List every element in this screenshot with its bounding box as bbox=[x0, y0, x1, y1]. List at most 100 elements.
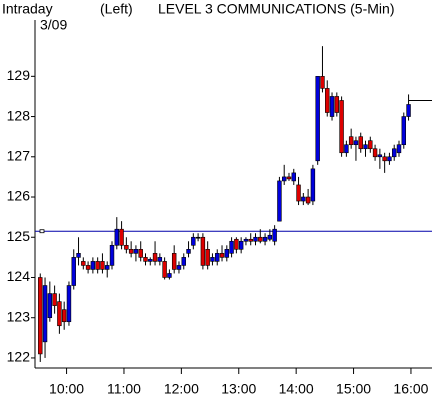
candle-body bbox=[358, 136, 363, 150]
candle-body bbox=[344, 144, 349, 154]
candle-body bbox=[353, 140, 359, 146]
x-tick-label: 10:00 bbox=[49, 381, 84, 397]
candle-body bbox=[143, 257, 148, 262]
reference-marker bbox=[39, 229, 45, 234]
candle-body bbox=[258, 236, 263, 242]
candle-body bbox=[181, 257, 186, 266]
candle-body bbox=[325, 88, 330, 113]
candle-body bbox=[100, 261, 105, 270]
candle-body bbox=[200, 236, 206, 266]
y-tick-label: 125 bbox=[7, 228, 31, 244]
candle-body bbox=[253, 236, 258, 242]
candle-body bbox=[372, 148, 378, 158]
candle-body bbox=[171, 253, 177, 270]
candle-body bbox=[219, 253, 225, 258]
candle-body bbox=[377, 154, 383, 158]
x-tick-label: 13:00 bbox=[221, 381, 256, 397]
candle-body bbox=[138, 249, 143, 258]
x-tick-label: 12:00 bbox=[164, 381, 199, 397]
candle-body bbox=[76, 253, 81, 258]
candle-body bbox=[176, 265, 182, 270]
candle-body bbox=[229, 240, 234, 254]
candle-body bbox=[42, 285, 48, 343]
candle-body bbox=[52, 293, 57, 306]
y-tick-label: 123 bbox=[7, 308, 31, 324]
chart-subtitle: Intraday bbox=[2, 1, 53, 17]
candle-body bbox=[57, 301, 62, 327]
candle-body bbox=[348, 136, 354, 146]
chart-date: 3/09 bbox=[40, 17, 67, 33]
candle-body bbox=[272, 228, 277, 242]
candle-body bbox=[363, 144, 368, 150]
candle-body bbox=[152, 253, 158, 262]
candle-body bbox=[186, 249, 191, 254]
candle-body bbox=[248, 238, 253, 242]
candle-body bbox=[238, 240, 244, 250]
candle-body bbox=[85, 265, 91, 270]
candle-body bbox=[305, 196, 311, 204]
candle-body bbox=[296, 184, 301, 202]
candle-body bbox=[109, 244, 115, 266]
candle-body bbox=[191, 236, 196, 246]
candle-body bbox=[90, 261, 96, 270]
y-tick-label: 126 bbox=[7, 188, 31, 204]
x-tick-label: 14:00 bbox=[279, 381, 314, 397]
candle-body bbox=[133, 249, 139, 254]
candle-body bbox=[329, 96, 335, 117]
candle-body bbox=[205, 249, 210, 266]
candle-body bbox=[387, 156, 392, 162]
candle-body bbox=[339, 100, 344, 154]
candle-body bbox=[310, 168, 316, 202]
candle-body bbox=[396, 144, 402, 154]
candle-body bbox=[38, 277, 43, 355]
candle-body bbox=[262, 236, 268, 242]
candle-body bbox=[195, 236, 201, 239]
candle-body bbox=[61, 309, 67, 323]
candle-body bbox=[281, 176, 287, 182]
candle-body bbox=[368, 140, 373, 150]
candle-body bbox=[157, 257, 163, 262]
candle-body bbox=[320, 76, 325, 89]
candle-body bbox=[148, 259, 153, 262]
candle-body bbox=[224, 249, 230, 258]
candle-body bbox=[277, 180, 282, 222]
candle-body bbox=[267, 234, 273, 240]
candle-body bbox=[243, 238, 249, 242]
candle-body bbox=[114, 228, 120, 246]
candle-body bbox=[210, 257, 215, 262]
y-tick-label: 128 bbox=[7, 107, 31, 123]
x-tick-label: 15:00 bbox=[336, 381, 371, 397]
candle-body bbox=[406, 104, 411, 117]
candle-body bbox=[105, 265, 110, 270]
candle-body bbox=[66, 285, 72, 323]
y-tick-label: 124 bbox=[7, 268, 31, 284]
axis-side: (Left) bbox=[100, 1, 133, 17]
candle-body bbox=[47, 293, 53, 319]
candle-body bbox=[234, 238, 239, 250]
y-tick-label: 129 bbox=[7, 67, 31, 83]
candle-body bbox=[119, 228, 124, 246]
candle-body bbox=[301, 196, 306, 202]
x-tick-label: 11:00 bbox=[107, 381, 141, 397]
candle-body bbox=[95, 261, 100, 270]
candle-body bbox=[162, 261, 167, 278]
candle-body bbox=[391, 148, 397, 158]
candle-body bbox=[167, 273, 172, 278]
candle-body bbox=[291, 172, 296, 182]
candle-body bbox=[315, 76, 320, 162]
candle-body bbox=[71, 257, 76, 286]
candle-body bbox=[81, 261, 86, 266]
candle-body bbox=[382, 156, 387, 162]
candle-body bbox=[401, 116, 406, 146]
candle-body bbox=[215, 253, 220, 262]
candle-body bbox=[124, 244, 129, 250]
y-tick-label: 127 bbox=[7, 147, 31, 163]
chart-title: LEVEL 3 COMMUNICATIONS (5-Min) bbox=[158, 1, 394, 17]
candle-body bbox=[128, 249, 134, 254]
candle-body bbox=[334, 96, 340, 113]
y-tick-label: 122 bbox=[7, 349, 31, 365]
candle-body bbox=[286, 176, 292, 180]
x-tick-label: 16:00 bbox=[393, 381, 428, 397]
